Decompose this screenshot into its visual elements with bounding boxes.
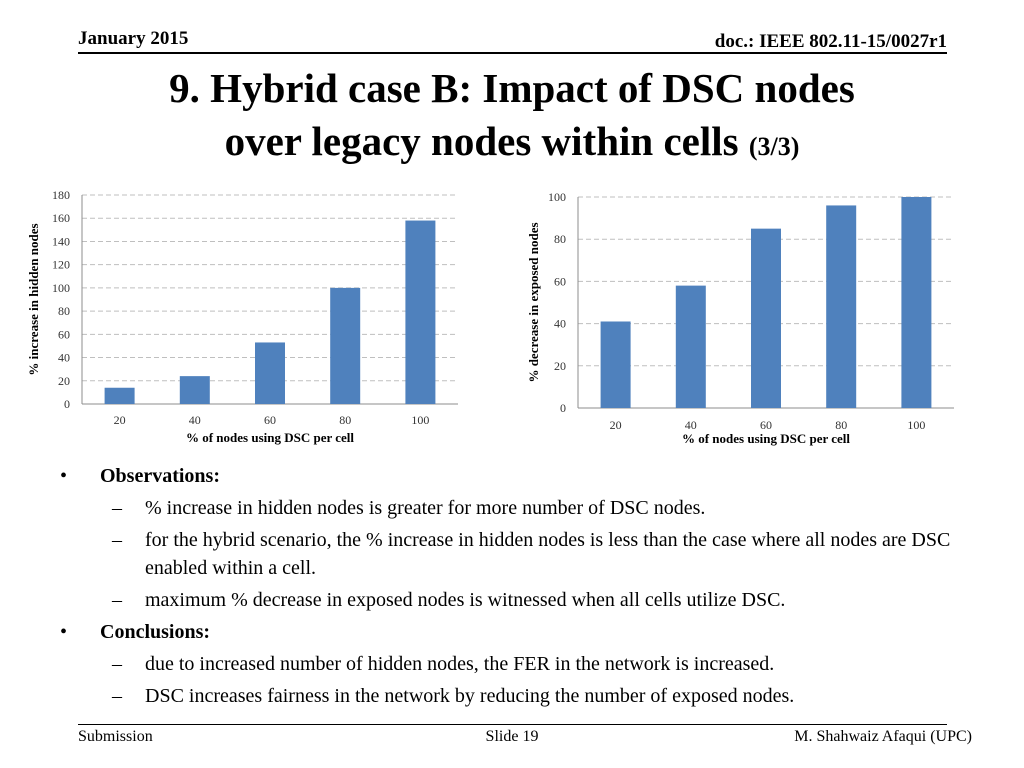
header-doc-id: doc.: IEEE 802.11-15/0027r1	[714, 31, 947, 52]
bar	[104, 387, 135, 404]
y-tick-label: 100	[548, 190, 566, 204]
conclusion-text: due to increased number of hidden nodes,…	[145, 653, 775, 675]
bullet-glyph: •	[60, 621, 68, 643]
conclusion-item: – DSC increases fairness in the network …	[60, 682, 960, 710]
bar	[600, 321, 631, 408]
bar	[255, 342, 285, 404]
title-line-2: over legacy nodes within cells (3/3)	[0, 115, 1024, 173]
bar	[330, 287, 361, 404]
conclusions-heading-text: Conclusions:	[100, 621, 211, 643]
y-tick-label: 160	[52, 211, 70, 225]
title-line-1: 9. Hybrid case B: Impact of DSC nodes	[169, 65, 855, 111]
y-tick-label: 60	[58, 327, 70, 341]
footer-divider	[78, 724, 947, 725]
footer-author: M. Shahwaiz Afaqui (UPC)	[794, 728, 972, 745]
dash-glyph: –	[112, 497, 122, 519]
y-tick-label: 60	[554, 274, 566, 288]
y-tick-label: 0	[64, 397, 70, 411]
observation-item: – % increase in hidden nodes is greater …	[60, 494, 960, 522]
bar	[901, 197, 932, 408]
slide-title: 9. Hybrid case B: Impact of DSC nodes ov…	[0, 62, 1024, 173]
hidden-nodes-chart-svg: 0 20 40 60 80 100 120 140 160 180 20 40 60 80 100 % of …	[26, 188, 458, 445]
y-tick-label: 140	[52, 234, 70, 248]
observation-text: for the hybrid scenario, the % increase …	[145, 529, 951, 579]
x-tick-label: 40	[189, 413, 201, 427]
y-tick-label: 80	[554, 232, 566, 246]
observation-text: % increase in hidden nodes is greater fo…	[145, 497, 706, 519]
dash-glyph: –	[112, 589, 122, 611]
y-tick-label: 120	[52, 258, 70, 272]
observations-heading: • Observations:	[60, 462, 960, 494]
x-tick-label: 80	[835, 418, 847, 432]
y-tick-label: 100	[52, 281, 70, 295]
y-tick-label: 180	[52, 188, 70, 202]
dash-glyph: –	[112, 653, 122, 675]
header-divider	[78, 52, 947, 54]
x-axis-title: % of nodes using DSC per cell	[186, 430, 354, 445]
bar	[405, 220, 436, 404]
x-tick-label: 100	[907, 418, 925, 432]
bullet-glyph: •	[60, 465, 68, 487]
observations-heading-text: Observations:	[100, 465, 220, 487]
bar	[826, 205, 857, 408]
conclusion-text: DSC increases fairness in the network by…	[145, 685, 795, 707]
y-tick-label: 40	[554, 317, 566, 331]
x-tick-label: 80	[339, 413, 351, 427]
x-tick-label: 60	[760, 418, 772, 432]
footer-slide-number: Slide 19	[485, 728, 539, 745]
x-axis-title: % of nodes using DSC per cell	[682, 431, 850, 446]
title-line-2-text: over legacy nodes within cells	[224, 118, 739, 164]
y-tick-label: 0	[560, 401, 566, 415]
y-tick-label: 80	[58, 304, 70, 318]
hidden-nodes-chart: 0 20 40 60 80 100 120 140 160 180 20 40 60 80 100 % of …	[20, 188, 470, 450]
exposed-nodes-chart: 0 20 40 60 80 100 20 40 60 80 100 % of nodes using …	[522, 188, 962, 450]
footer-submission: Submission	[78, 728, 153, 745]
slide-body: • Observations: – % increase in hidden n…	[60, 462, 960, 714]
exposed-nodes-chart-svg: 0 20 40 60 80 100 20 40 60 80 100 % of nodes using …	[526, 190, 954, 446]
y-axis-title: % increase in hidden nodes	[26, 223, 41, 375]
title-suffix: (3/3)	[748, 132, 800, 161]
bar	[675, 285, 706, 408]
observation-text: maximum % decrease in exposed nodes is w…	[145, 589, 786, 611]
dash-glyph: –	[112, 685, 122, 707]
y-tick-label: 20	[58, 374, 70, 388]
x-tick-label: 100	[411, 413, 429, 427]
x-tick-label: 20	[114, 413, 126, 427]
x-tick-label: 40	[685, 418, 697, 432]
y-axis-title: % decrease in exposed nodes	[526, 222, 541, 382]
x-tick-label: 20	[610, 418, 622, 432]
x-tick-label: 60	[264, 413, 276, 427]
conclusion-item: – due to increased number of hidden node…	[60, 650, 960, 678]
conclusions-heading: • Conclusions:	[60, 618, 960, 650]
dash-glyph: –	[112, 529, 122, 551]
observation-item: – maximum % decrease in exposed nodes is…	[60, 586, 960, 614]
bar	[179, 376, 210, 404]
y-tick-label: 20	[554, 359, 566, 373]
y-tick-label: 40	[58, 351, 70, 365]
observation-item: – for the hybrid scenario, the % increas…	[60, 526, 960, 582]
header-date: January 2015	[78, 28, 189, 49]
bar	[751, 228, 781, 408]
